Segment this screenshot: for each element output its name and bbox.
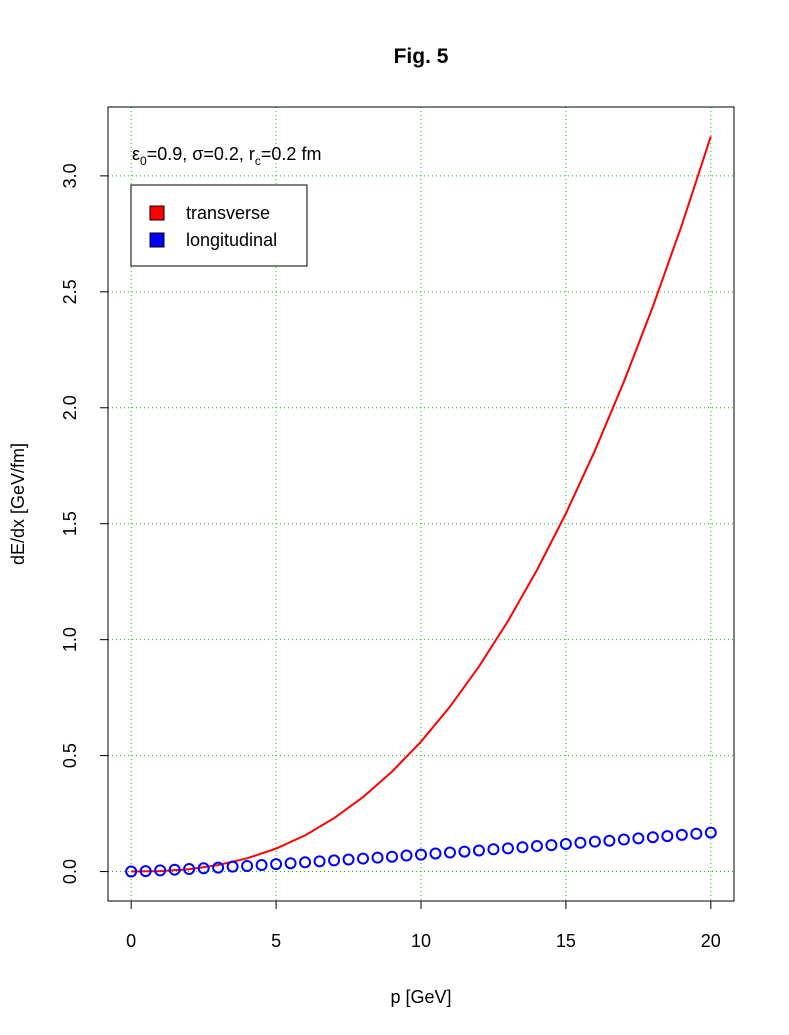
annotation-part: =0.2 fm	[261, 144, 322, 164]
x-tick-label: 5	[271, 931, 281, 951]
y-tick-label: 2.5	[60, 279, 80, 304]
point	[313, 855, 326, 868]
point	[516, 841, 529, 854]
point	[617, 833, 630, 846]
chart-title: Fig. 5	[394, 45, 449, 68]
annotation-part: ε	[132, 144, 140, 164]
x-tick-label: 20	[701, 931, 721, 951]
point	[125, 865, 138, 878]
point	[154, 864, 167, 877]
point	[357, 852, 370, 865]
point	[212, 861, 225, 874]
point	[646, 831, 659, 844]
y-axis-label: dE/dx [GeV/fm]	[8, 443, 28, 565]
point	[603, 834, 616, 847]
point	[415, 848, 427, 861]
point	[400, 849, 413, 862]
point	[458, 845, 471, 858]
annotation: ε0=0.9, σ=0.2, rc=0.2 fm	[132, 144, 321, 168]
x-tick-label: 15	[556, 931, 576, 951]
point	[386, 850, 399, 863]
point	[661, 830, 674, 843]
point	[429, 847, 442, 860]
point	[690, 827, 703, 840]
y-tick-label: 2.0	[60, 395, 80, 420]
subscript: 0	[140, 154, 147, 168]
legend-label: transverse	[186, 203, 270, 223]
point	[226, 860, 239, 873]
point	[197, 862, 210, 875]
point	[530, 840, 543, 853]
point	[299, 856, 312, 869]
point	[704, 826, 717, 839]
legend-swatch	[149, 205, 165, 221]
point	[574, 836, 587, 849]
point	[632, 832, 645, 845]
point	[501, 842, 514, 855]
y-tick-label: 1.5	[60, 511, 80, 536]
point	[255, 859, 268, 872]
point	[270, 858, 283, 871]
point	[241, 859, 254, 872]
point	[545, 839, 558, 852]
legend-swatch	[149, 232, 165, 248]
point	[588, 835, 601, 848]
y-tick-label: 0.0	[60, 859, 80, 884]
point	[472, 844, 485, 857]
x-axis-label: p [GeV]	[390, 987, 451, 1007]
point	[328, 854, 341, 867]
line	[131, 136, 712, 873]
point	[183, 862, 196, 875]
plot-frame	[107, 106, 735, 902]
point	[284, 857, 297, 870]
point	[371, 851, 384, 864]
point	[139, 865, 152, 878]
point	[675, 828, 688, 841]
legend-label: longitudinal	[186, 230, 277, 250]
point	[559, 837, 572, 850]
point	[168, 863, 181, 876]
annotation-part: =0.9, σ=0.2, r	[147, 144, 255, 164]
point	[342, 853, 355, 866]
subscript: c	[255, 154, 261, 168]
legend-box	[130, 184, 308, 267]
x-tick-label: 0	[126, 931, 136, 951]
y-tick-label: 0.5	[60, 743, 80, 768]
x-tick-label: 10	[411, 931, 431, 951]
point	[487, 843, 500, 856]
y-tick-label: 1.0	[60, 627, 80, 652]
point	[443, 846, 456, 859]
y-tick-label: 3.0	[60, 163, 80, 188]
